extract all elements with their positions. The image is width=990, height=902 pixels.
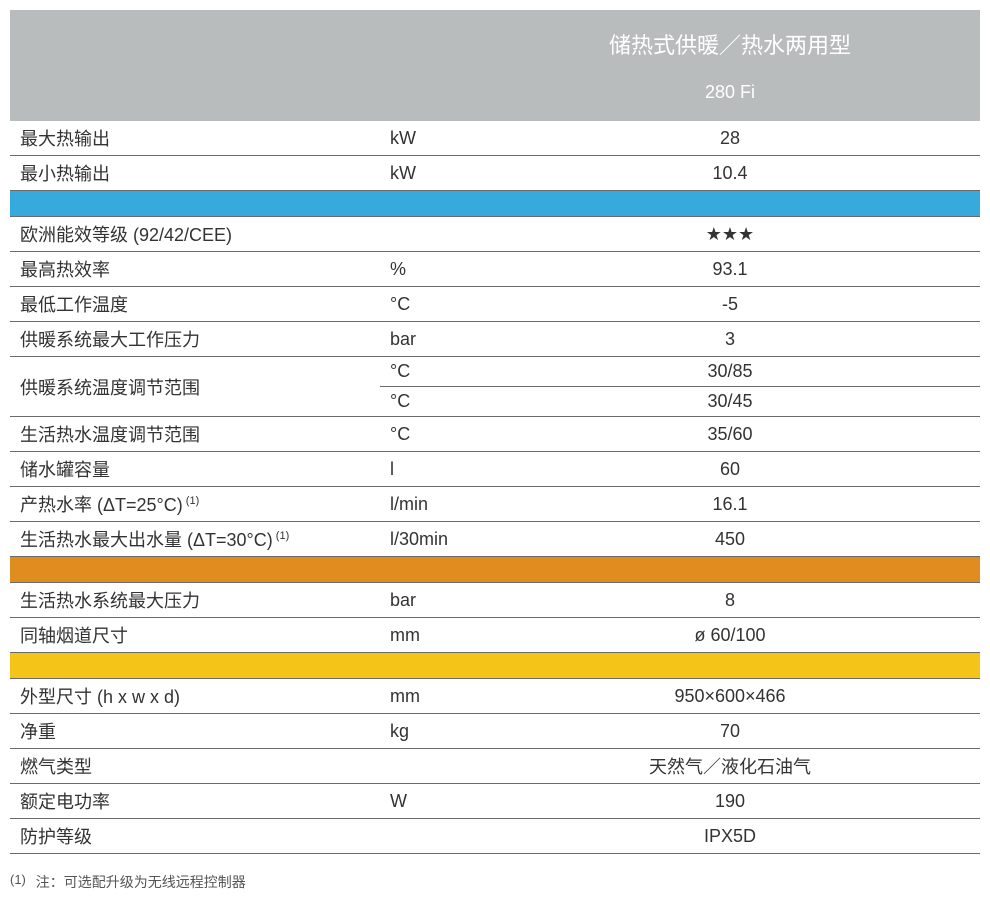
row-label: 供暖系统温度调节范围 bbox=[10, 357, 380, 417]
table-row: 产热水率 (ΔT=25°C) (1)l/min16.1 bbox=[10, 487, 980, 522]
table-row: 供暖系统温度调节范围°C30/85 bbox=[10, 357, 980, 387]
row-label: 产热水率 (ΔT=25°C) (1) bbox=[10, 487, 380, 522]
row-value: -5 bbox=[480, 287, 980, 322]
footnote-text: 注：可选配升级为无线远程控制器 bbox=[36, 874, 246, 890]
row-value: 28 bbox=[480, 121, 980, 156]
spec-table: 储热式供暖／热水两用型280 Fi最大热输出kW28最小热输出kW10.4欧洲能… bbox=[10, 10, 980, 854]
row-value: 450 bbox=[480, 522, 980, 557]
row-unit: l/min bbox=[380, 487, 480, 522]
row-label: 储水罐容量 bbox=[10, 452, 380, 487]
row-label: 防护等级 bbox=[10, 819, 380, 854]
row-unit: bar bbox=[380, 583, 480, 618]
table-row: 最高热效率%93.1 bbox=[10, 252, 980, 287]
row-value: 93.1 bbox=[480, 252, 980, 287]
row-value: 35/60 bbox=[480, 417, 980, 452]
header-blank bbox=[10, 10, 480, 121]
header-model: 280 Fi bbox=[490, 82, 970, 103]
row-label: 最小热输出 bbox=[10, 156, 380, 191]
row-unit: °C bbox=[380, 357, 480, 387]
row-unit bbox=[380, 749, 480, 784]
row-value: 8 bbox=[480, 583, 980, 618]
row-label: 最大热输出 bbox=[10, 121, 380, 156]
header-title: 储热式供暖／热水两用型 bbox=[490, 28, 970, 60]
row-value: ø 60/100 bbox=[480, 618, 980, 653]
row-unit: l/30min bbox=[380, 522, 480, 557]
footnote-marker: (1) bbox=[10, 872, 26, 887]
row-label: 燃气类型 bbox=[10, 749, 380, 784]
table-row: 同轴烟道尺寸mmø 60/100 bbox=[10, 618, 980, 653]
row-value: 16.1 bbox=[480, 487, 980, 522]
section-separator bbox=[10, 191, 980, 217]
row-value: ★★★ bbox=[480, 217, 980, 252]
row-value: 190 bbox=[480, 784, 980, 819]
row-unit: °C bbox=[380, 387, 480, 417]
row-label: 额定电功率 bbox=[10, 784, 380, 819]
row-label: 净重 bbox=[10, 714, 380, 749]
table-row: 生活热水最大出水量 (ΔT=30°C) (1)l/30min450 bbox=[10, 522, 980, 557]
table-row: 最小热输出kW10.4 bbox=[10, 156, 980, 191]
row-label: 生活热水系统最大压力 bbox=[10, 583, 380, 618]
header-main: 储热式供暖／热水两用型 280 Fi bbox=[480, 10, 980, 121]
row-unit: °C bbox=[380, 287, 480, 322]
footnote: (1) 注：可选配升级为无线远程控制器 bbox=[10, 872, 980, 892]
row-unit bbox=[380, 819, 480, 854]
table-row: 储水罐容量l60 bbox=[10, 452, 980, 487]
row-value: 30/85 bbox=[480, 357, 980, 387]
row-value: 10.4 bbox=[480, 156, 980, 191]
table-row: 燃气类型 天然气／液化石油气 bbox=[10, 749, 980, 784]
row-unit: °C bbox=[380, 417, 480, 452]
row-unit: kg bbox=[380, 714, 480, 749]
table-row: 最低工作温度°C-5 bbox=[10, 287, 980, 322]
row-label: 最高热效率 bbox=[10, 252, 380, 287]
row-value: IPX5D bbox=[480, 819, 980, 854]
row-unit: mm bbox=[380, 618, 480, 653]
row-unit: % bbox=[380, 252, 480, 287]
row-label: 最低工作温度 bbox=[10, 287, 380, 322]
table-row: 生活热水温度调节范围°C35/60 bbox=[10, 417, 980, 452]
table-row: 欧洲能效等级 (92/42/CEE) ★★★ bbox=[10, 217, 980, 252]
row-value: 天然气／液化石油气 bbox=[480, 749, 980, 784]
table-row: 外型尺寸 (h x w x d)mm950×600×466 bbox=[10, 679, 980, 714]
row-label: 生活热水最大出水量 (ΔT=30°C) (1) bbox=[10, 522, 380, 557]
table-row: 净重kg70 bbox=[10, 714, 980, 749]
row-label: 生活热水温度调节范围 bbox=[10, 417, 380, 452]
row-label: 外型尺寸 (h x w x d) bbox=[10, 679, 380, 714]
row-value: 70 bbox=[480, 714, 980, 749]
row-unit bbox=[380, 217, 480, 252]
row-value: 30/45 bbox=[480, 387, 980, 417]
table-row: 生活热水系统最大压力bar8 bbox=[10, 583, 980, 618]
row-unit: kW bbox=[380, 156, 480, 191]
row-value: 60 bbox=[480, 452, 980, 487]
table-row: 供暖系统最大工作压力bar3 bbox=[10, 322, 980, 357]
table-row: 额定电功率W190 bbox=[10, 784, 980, 819]
row-unit: mm bbox=[380, 679, 480, 714]
row-label: 欧洲能效等级 (92/42/CEE) bbox=[10, 217, 380, 252]
row-label: 同轴烟道尺寸 bbox=[10, 618, 380, 653]
table-row: 防护等级 IPX5D bbox=[10, 819, 980, 854]
table-row: 最大热输出kW28 bbox=[10, 121, 980, 156]
row-value: 950×600×466 bbox=[480, 679, 980, 714]
row-unit: l bbox=[380, 452, 480, 487]
section-separator bbox=[10, 557, 980, 583]
row-unit: bar bbox=[380, 322, 480, 357]
row-unit: kW bbox=[380, 121, 480, 156]
row-label: 供暖系统最大工作压力 bbox=[10, 322, 380, 357]
row-value: 3 bbox=[480, 322, 980, 357]
section-separator bbox=[10, 653, 980, 679]
row-unit: W bbox=[380, 784, 480, 819]
